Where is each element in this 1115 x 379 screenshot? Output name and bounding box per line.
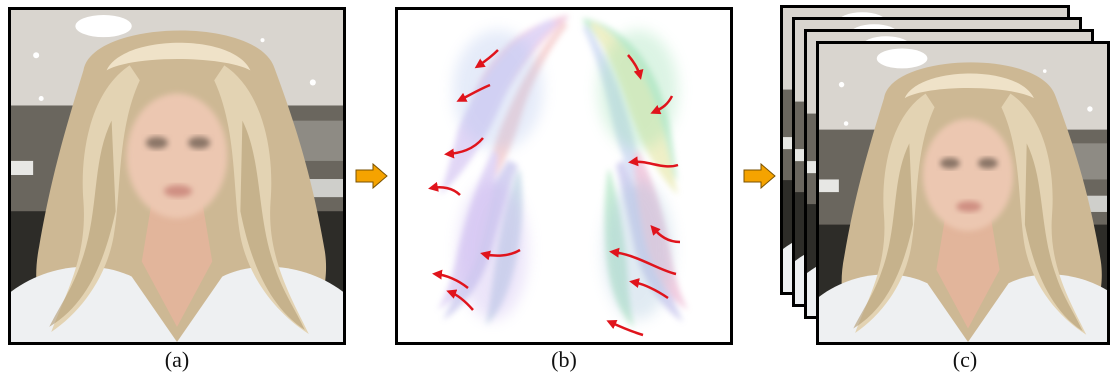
caption-b: (b): [551, 347, 577, 372]
direction-arrow: [650, 224, 681, 244]
hair-strands-panel: [395, 7, 733, 345]
strand-visualization: [398, 10, 730, 342]
caption-a: (a): [164, 347, 190, 372]
direction-arrow: [474, 49, 499, 69]
direction-arrow: [606, 319, 644, 337]
direction-arrow: [650, 95, 674, 115]
frame-1: [816, 41, 1110, 345]
direction-arrow: [629, 278, 669, 300]
output-frames-stack: [780, 5, 1110, 345]
direction-arrow: [628, 156, 679, 168]
direction-arrow: [627, 54, 644, 80]
direction-arrow: [456, 83, 491, 102]
orange-arrow-icon: [743, 163, 776, 189]
input-portrait-photo: [11, 10, 343, 342]
direction-arrow: [432, 269, 469, 289]
direction-arrow: [444, 137, 484, 159]
direction-arrow: [428, 181, 461, 196]
orange-arrow-icon: [355, 163, 388, 189]
direction-arrow: [609, 247, 677, 276]
caption-c: (c): [952, 347, 978, 372]
direction-arrow: [480, 248, 521, 261]
direction-arrow: [446, 289, 474, 311]
output-portrait-photo: [819, 44, 1107, 342]
input-photo-panel: [8, 7, 346, 345]
